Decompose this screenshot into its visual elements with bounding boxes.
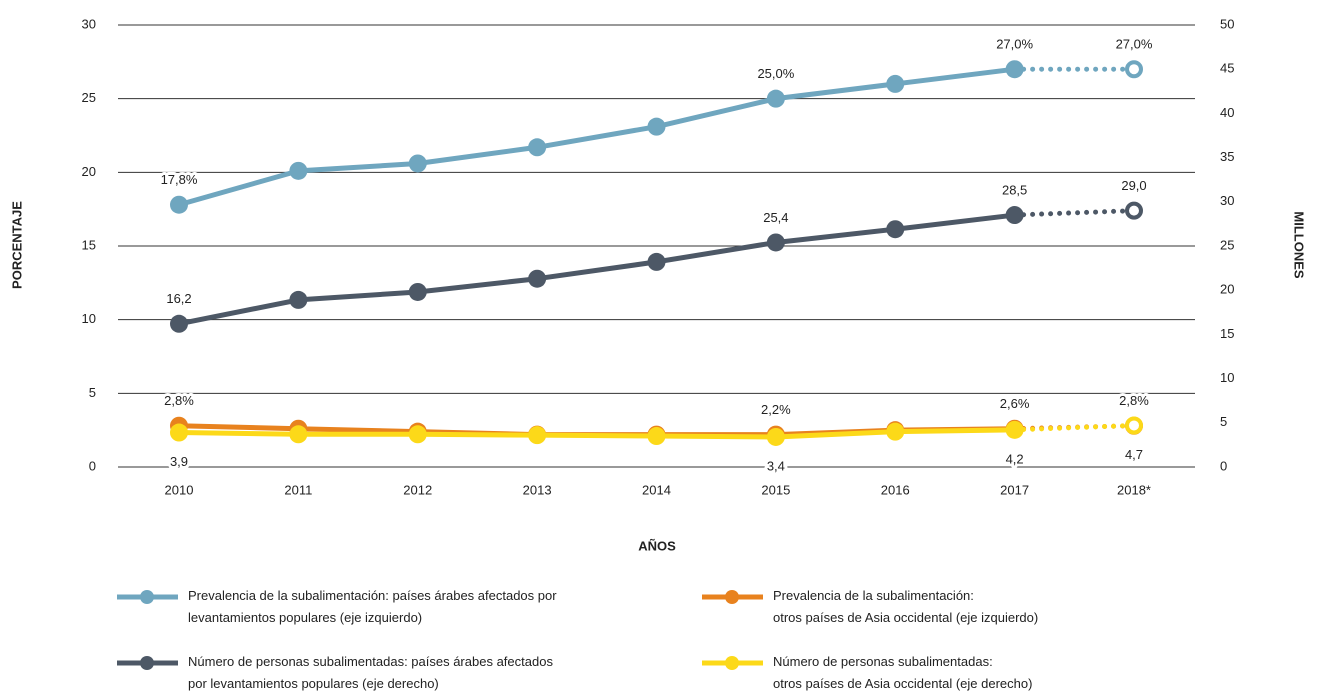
y2-tick-label: 40 — [1220, 105, 1234, 120]
data-label: 29,0 — [1121, 178, 1146, 193]
x-tick-label: 2018* — [1117, 482, 1151, 497]
point — [408, 425, 427, 444]
y2-tick-label: 30 — [1220, 193, 1234, 208]
data-label: 16,2 — [166, 291, 191, 306]
projection-line — [1012, 422, 1137, 433]
data-label: 4,7 — [1125, 447, 1143, 462]
y-tick-label: 10 — [82, 311, 96, 326]
point — [1005, 60, 1024, 79]
point — [886, 422, 905, 441]
y-axis-title: PORCENTAJE — [9, 201, 24, 289]
y2-axis-title: MILLONES — [1292, 211, 1307, 278]
point — [1005, 420, 1024, 439]
x-axis-title: AÑOS — [638, 538, 676, 553]
y2-tick-label: 25 — [1220, 237, 1234, 252]
series-line — [178, 427, 1015, 440]
data-label: 27,0% — [996, 37, 1033, 52]
x-tick-label: 2014 — [642, 482, 671, 497]
projection-line — [1012, 208, 1137, 218]
point — [1125, 201, 1143, 220]
legend-label: Prevalencia de la subalimentación: otros … — [773, 588, 1038, 625]
grid — [118, 24, 1195, 468]
data-label: 25,4 — [763, 210, 788, 225]
x-tick-label: 2011 — [284, 482, 312, 497]
point — [289, 290, 308, 309]
data-label: 4,2 — [1006, 451, 1024, 466]
y-tick-label: 30 — [82, 16, 96, 31]
point — [766, 89, 785, 108]
data-label: 3,4 — [767, 458, 785, 473]
x-tick-label: 2016 — [881, 482, 910, 497]
point — [528, 138, 547, 157]
y2-tick-label: 35 — [1220, 149, 1234, 164]
data-label: 2,6% — [1000, 396, 1030, 411]
data-label: 2,2% — [761, 402, 791, 417]
y-tick-label: 5 — [89, 385, 96, 400]
y2-tick-label: 20 — [1220, 282, 1234, 297]
y-tick-label: 25 — [82, 90, 96, 105]
y2-tick-label: 0 — [1220, 458, 1227, 473]
point — [528, 426, 547, 445]
y2-tick-label: 15 — [1220, 326, 1234, 341]
point — [886, 74, 905, 93]
x-tick-label: 2017 — [1000, 482, 1029, 497]
point — [886, 220, 905, 239]
x-tick-label: 2013 — [523, 482, 552, 497]
x-tick-label: 2015 — [761, 482, 790, 497]
legend-label: Número de personas subalimentadas: otros … — [773, 654, 1032, 691]
point — [170, 314, 188, 333]
legend-marker — [140, 656, 154, 670]
point — [170, 195, 188, 214]
point — [170, 423, 188, 442]
point — [408, 282, 427, 301]
y-tick-label: 0 — [89, 458, 96, 473]
y2-tick-label: 45 — [1220, 61, 1234, 76]
data-label: 2,8% — [164, 393, 194, 408]
point — [766, 233, 785, 252]
point — [289, 161, 308, 180]
data-label: 25,0% — [757, 66, 794, 81]
data-label: 28,5 — [1002, 182, 1027, 197]
x-tick-label: 2010 — [165, 482, 194, 497]
y2-tick-label: 5 — [1220, 414, 1227, 429]
point — [408, 154, 427, 173]
point — [647, 427, 666, 446]
data-label: 3,9 — [170, 454, 188, 469]
point — [528, 269, 547, 288]
y2-tick-label: 50 — [1220, 16, 1234, 31]
x-tick-label: 2012 — [403, 482, 432, 497]
legend-marker — [725, 656, 739, 670]
legend-label: Prevalencia de la subalimentación: paíse… — [188, 588, 557, 625]
legend-label: Número de personas subalimentadas: paíse… — [188, 654, 553, 691]
data-label: 17,8% — [161, 172, 198, 187]
point — [647, 117, 666, 136]
legend-marker — [725, 590, 739, 604]
point — [1125, 416, 1143, 435]
data-label: 27,0% — [1116, 37, 1153, 52]
point — [1005, 206, 1024, 225]
legend-marker — [140, 590, 154, 604]
series-line — [178, 66, 1015, 208]
point — [289, 425, 308, 444]
y-tick-label: 20 — [82, 164, 96, 179]
data-label: 2,8% — [1119, 393, 1149, 408]
point — [1125, 60, 1143, 79]
series-line — [178, 212, 1015, 327]
point — [766, 427, 785, 446]
y-tick-label: 15 — [82, 237, 96, 252]
y2-tick-label: 10 — [1220, 370, 1234, 385]
point — [647, 252, 666, 271]
